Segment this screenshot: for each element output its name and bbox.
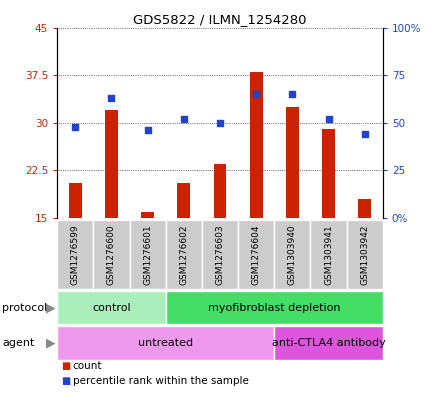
Bar: [347, 220, 383, 289]
Bar: [286, 107, 299, 218]
Bar: [238, 220, 274, 289]
Text: protocol: protocol: [2, 303, 48, 312]
Bar: [177, 183, 190, 218]
Text: GSM1276600: GSM1276600: [107, 224, 116, 285]
Bar: [57, 220, 93, 289]
Text: GSM1303941: GSM1303941: [324, 224, 333, 285]
Text: ▶: ▶: [46, 301, 55, 314]
Bar: [250, 72, 263, 218]
Bar: [129, 220, 166, 289]
Bar: [274, 220, 311, 289]
Point: [253, 91, 260, 97]
Point: [216, 119, 224, 126]
Bar: [311, 220, 347, 289]
Point: [325, 116, 332, 122]
Text: agent: agent: [2, 338, 35, 348]
Text: myofibroblast depletion: myofibroblast depletion: [208, 303, 341, 312]
Text: GSM1276602: GSM1276602: [180, 224, 188, 285]
Bar: [93, 220, 129, 289]
Point: [361, 131, 368, 138]
Text: control: control: [92, 303, 131, 312]
Point: [72, 123, 79, 130]
Bar: [69, 183, 82, 218]
Bar: [202, 220, 238, 289]
Bar: [322, 129, 335, 218]
Text: GSM1303940: GSM1303940: [288, 224, 297, 285]
Text: anti-CTLA4 antibody: anti-CTLA4 antibody: [271, 338, 385, 348]
Point: [144, 127, 151, 134]
Point: [289, 91, 296, 97]
Text: GSM1276601: GSM1276601: [143, 224, 152, 285]
Bar: [166, 291, 383, 324]
Bar: [274, 326, 383, 360]
Text: GSM1276603: GSM1276603: [216, 224, 224, 285]
Bar: [105, 110, 118, 218]
Text: count: count: [73, 361, 102, 371]
Title: GDS5822 / ILMN_1254280: GDS5822 / ILMN_1254280: [133, 13, 307, 26]
Bar: [57, 326, 274, 360]
Bar: [141, 212, 154, 218]
Bar: [214, 164, 226, 218]
Text: ■: ■: [62, 361, 71, 371]
Text: untreated: untreated: [138, 338, 193, 348]
Text: percentile rank within the sample: percentile rank within the sample: [73, 376, 249, 386]
Bar: [359, 199, 371, 218]
Point: [108, 95, 115, 101]
Bar: [57, 291, 166, 324]
Text: ■: ■: [62, 376, 71, 386]
Bar: [166, 220, 202, 289]
Text: GSM1303942: GSM1303942: [360, 224, 369, 285]
Text: ▶: ▶: [46, 336, 55, 349]
Text: GSM1276604: GSM1276604: [252, 224, 260, 285]
Text: GSM1276599: GSM1276599: [71, 224, 80, 285]
Point: [180, 116, 187, 122]
